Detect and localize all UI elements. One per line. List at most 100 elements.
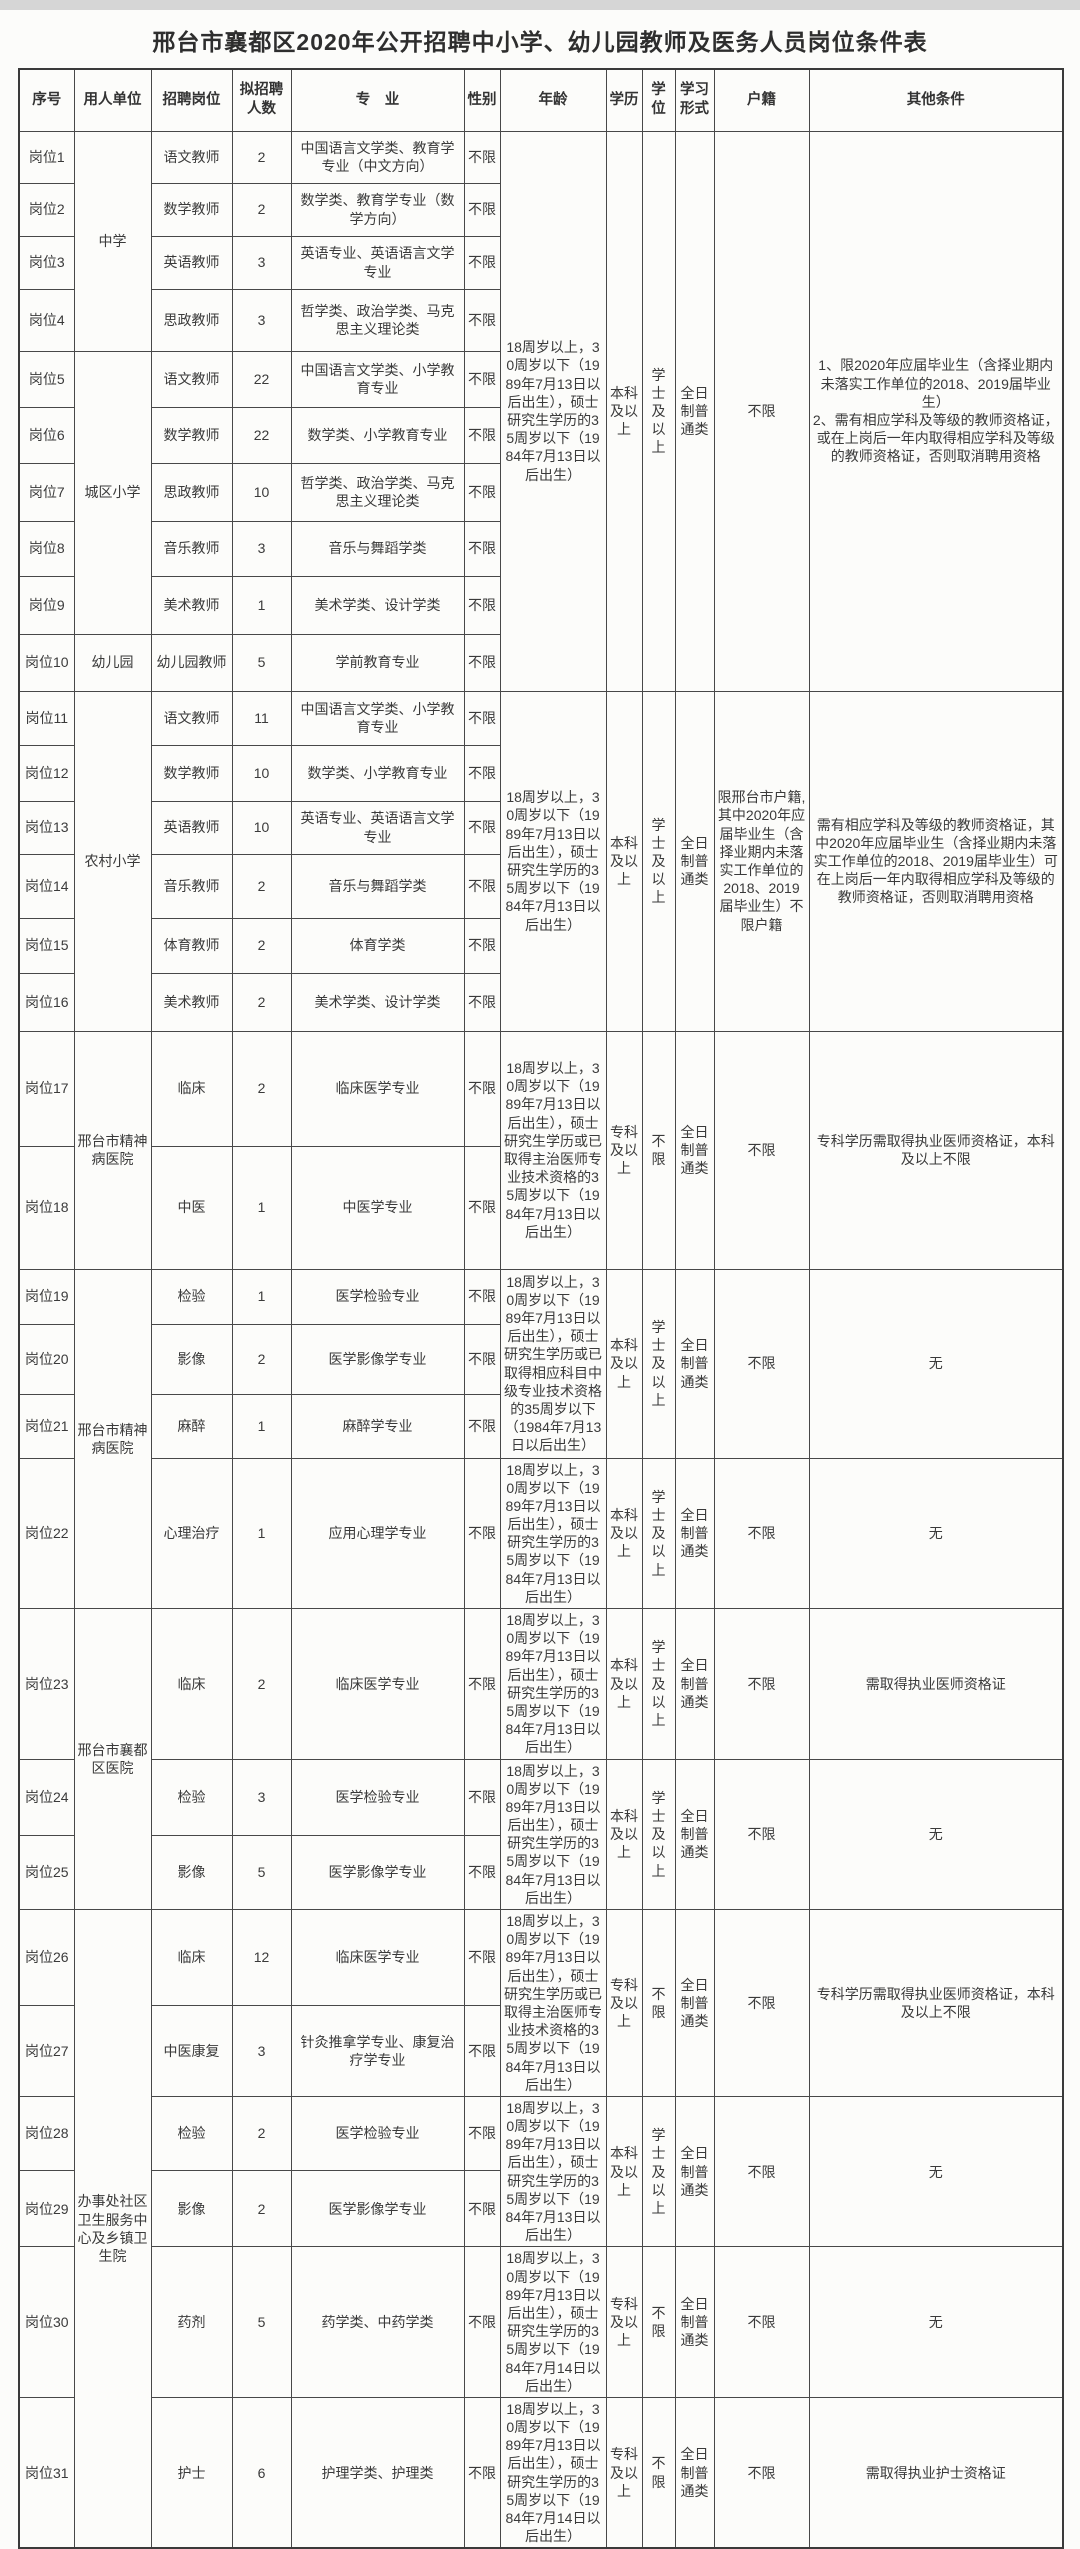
count-cell: 5	[231, 1834, 292, 1911]
gender-cell: 不限	[463, 575, 501, 635]
table-row: 岗位14 音乐教师 2 音乐与舞蹈学类 不限	[18, 853, 1063, 919]
post-cell: 心理治疗	[150, 1457, 233, 1609]
seq-cell: 岗位14	[18, 853, 75, 919]
employer-cell: 中学	[73, 130, 152, 352]
other-cell: 无	[808, 1457, 1064, 1609]
study-form-cell: 全日制普通类	[674, 1457, 715, 1609]
seq-cell: 岗位30	[18, 2246, 75, 2398]
gender-cell: 不限	[463, 2095, 501, 2171]
major-cell: 中医学专业	[290, 1145, 465, 1270]
age-cell: 18周岁以上，30周岁以下（1989年7月13日以后出生），硕士研究生学历的35…	[499, 1457, 607, 1609]
seq-cell: 岗位25	[18, 1834, 75, 1911]
gender-cell: 不限	[463, 1030, 501, 1147]
major-cell: 医学检验专业	[290, 2095, 465, 2171]
gender-cell: 不限	[463, 917, 501, 974]
major-cell: 数学类、教育学专业（数学方向）	[290, 182, 465, 237]
degree-cell: 学士及以上	[641, 1268, 676, 1459]
col-header-employer: 用人单位	[73, 68, 152, 132]
col-header-other: 其他条件	[808, 68, 1064, 132]
seq-cell: 岗位28	[18, 2095, 75, 2171]
major-cell: 医学影像学专业	[290, 1323, 465, 1395]
major-cell: 音乐与舞蹈学类	[290, 853, 465, 919]
table-row: 岗位6 数学教师 22 数学类、小学教育专业 不限	[18, 406, 1063, 464]
gender-cell: 不限	[463, 972, 501, 1032]
residence-cell: 限邢台市户籍,其中2020年应届毕业生（含择业期内未落实工作单位的2018、20…	[713, 690, 810, 1032]
table-row: 岗位12 数学教师 10 数学类、小学教育专业 不限	[18, 744, 1063, 802]
other-cell: 需取得执业医师资格证	[808, 1608, 1064, 1760]
major-cell: 中国语言文学类、教育学专业（中文方向）	[290, 130, 465, 184]
count-cell: 22	[231, 350, 292, 408]
table-row: 岗位5 城区小学 语文教师 22 中国语言文学类、小学教育专业 不限	[18, 350, 1063, 635]
seq-cell: 岗位24	[18, 1758, 75, 1836]
employer-cell: 邢台市襄都区医院	[73, 1608, 152, 1910]
table-row: 岗位20 影像 2 医学影像学专业 不限	[18, 1323, 1063, 1395]
table-row: 岗位17 邢台市精神病医院 临床 2 临床医学专业 不限 18周岁以上，30周岁…	[18, 1030, 1064, 1270]
post-cell: 音乐教师	[150, 520, 233, 577]
study-form-cell: 全日制普通类	[674, 1268, 715, 1459]
other-cell: 需取得执业护士资格证	[808, 2396, 1064, 2549]
gender-cell: 不限	[463, 1758, 501, 1836]
seq-cell: 岗位1	[18, 130, 75, 184]
education-cell: 本科及以上	[605, 1268, 643, 1459]
count-cell: 2	[231, 2095, 292, 2171]
major-cell: 数学类、小学教育专业	[290, 744, 465, 802]
table-row: 岗位19 邢台市精神病医院 检验 1 医学检验专业 不限 18周岁以上，30周岁…	[18, 1268, 1064, 1609]
major-cell: 音乐与舞蹈学类	[290, 520, 465, 577]
post-cell: 音乐教师	[150, 853, 233, 919]
seq-cell: 岗位31	[18, 2396, 75, 2549]
gender-cell: 不限	[463, 1457, 501, 1609]
residence-cell: 不限	[713, 2095, 810, 2248]
major-cell: 体育学类	[290, 917, 465, 974]
count-cell: 10	[231, 462, 292, 522]
other-cell: 无	[808, 2246, 1064, 2398]
post-cell: 语文教师	[150, 130, 233, 184]
gender-cell: 不限	[463, 744, 501, 802]
count-cell: 1	[231, 1145, 292, 1270]
residence-cell: 不限	[713, 2396, 810, 2549]
table-row: 岗位29 影像 2 医学影像学专业 不限	[18, 2169, 1063, 2248]
gender-cell: 不限	[463, 1145, 501, 1270]
degree-cell: 不限	[641, 1909, 676, 2097]
post-cell: 英语教师	[150, 800, 233, 855]
col-header-study-form: 学习形式	[674, 68, 715, 132]
major-cell: 药学类、中药学类	[290, 2246, 465, 2398]
education-cell: 本科及以上	[605, 1608, 643, 1760]
degree-cell: 学士及以上	[641, 690, 676, 1032]
table-row: 岗位22 心理治疗 1 应用心理学专业 不限 18周岁以上，30周岁以下（198…	[18, 1457, 1064, 1609]
study-form-cell: 全日制普通类	[674, 2095, 715, 2248]
seq-cell: 岗位29	[18, 2169, 75, 2248]
seq-cell: 岗位11	[18, 690, 75, 746]
count-cell: 3	[231, 520, 292, 577]
seq-cell: 岗位19	[18, 1268, 75, 1325]
count-cell: 1	[231, 575, 292, 635]
post-cell: 影像	[150, 1834, 233, 1911]
positions-table: 序号 用人单位 招聘岗位 拟招聘人数 专 业 性别 年龄 学历 学位 学习形式 …	[18, 68, 1064, 2549]
seq-cell: 岗位4	[18, 288, 75, 352]
post-cell: 临床	[150, 1909, 233, 2006]
count-cell: 2	[231, 1608, 292, 1760]
education-cell: 本科及以上	[605, 2095, 643, 2248]
age-cell: 18周岁以上，30周岁以下（1989年7月13日以后出生），硕士研究生学历的35…	[499, 2246, 607, 2398]
degree-cell: 学士及以上	[641, 130, 676, 692]
seq-cell: 岗位26	[18, 1909, 75, 2006]
major-cell: 中国语言文学类、小学教育专业	[290, 690, 465, 746]
count-cell: 10	[231, 800, 292, 855]
major-cell: 临床医学专业	[290, 1030, 465, 1147]
post-cell: 幼儿园教师	[150, 633, 233, 692]
table-row: 岗位1 中学 语文教师 2 中国语言文学类、教育学专业（中文方向） 不限 18周…	[18, 130, 1064, 692]
seq-cell: 岗位3	[18, 235, 75, 290]
gender-cell: 不限	[463, 288, 501, 352]
post-cell: 药剂	[150, 2246, 233, 2398]
study-form-cell: 全日制普通类	[674, 690, 715, 1032]
seq-cell: 岗位13	[18, 800, 75, 855]
major-cell: 麻醉学专业	[290, 1393, 465, 1459]
seq-cell: 岗位6	[18, 406, 75, 464]
count-cell: 3	[231, 235, 292, 290]
gender-cell: 不限	[463, 2246, 501, 2398]
header-row: 序号 用人单位 招聘岗位 拟招聘人数 专 业 性别 年龄 学历 学位 学习形式 …	[18, 68, 1064, 132]
post-cell: 数学教师	[150, 744, 233, 802]
count-cell: 2	[231, 130, 292, 184]
post-cell: 检验	[150, 1268, 233, 1325]
age-cell: 18周岁以上，30周岁以下（1989年7月13日以后出生），硕士研究生学历的35…	[499, 130, 607, 692]
col-header-residence: 户籍	[713, 68, 810, 132]
